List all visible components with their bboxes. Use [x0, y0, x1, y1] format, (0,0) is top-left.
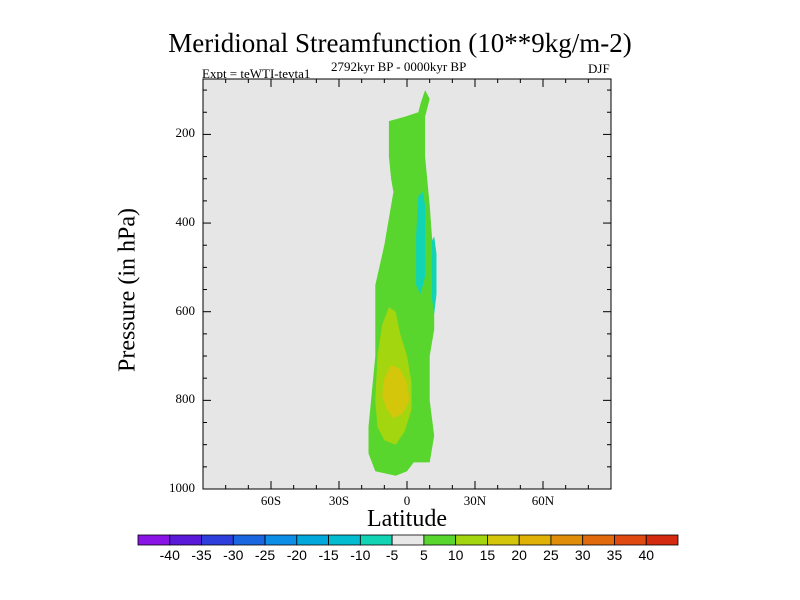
colorbar-label: 20: [511, 547, 527, 563]
colorbar-label: 15: [479, 547, 496, 563]
contour-regions: [368, 90, 437, 489]
colorbar-swatch: [232, 534, 266, 546]
contour-region-5: [431, 236, 437, 314]
colorbar-swatch: [550, 534, 584, 546]
colorbar-swatch: [582, 534, 615, 546]
x-tick-label: 0: [403, 493, 411, 508]
colorbar-label: 40: [638, 547, 655, 563]
colorbar-label: -5: [385, 547, 399, 563]
colorbar-swatch: [264, 534, 298, 546]
colorbar-label: -30: [223, 547, 244, 563]
y-tick-label: 200: [175, 125, 196, 141]
colorbar-swatch: [328, 534, 361, 546]
period-label: 2792kyr BP - 0000kyr BP: [331, 59, 467, 74]
colorbar-swatch: [518, 534, 552, 546]
colorbar-label: -35: [191, 547, 212, 563]
y-tick-label: 800: [175, 391, 196, 407]
colorbar-label: 10: [447, 547, 464, 563]
contour-region-4: [416, 192, 426, 294]
season-label: DJF: [588, 61, 610, 76]
colorbar-label: 5: [419, 547, 428, 563]
colorbar-label: 30: [574, 547, 591, 563]
colorbar-label: -15: [318, 547, 339, 563]
colorbar-swatch: [423, 534, 457, 546]
colorbar-label: -20: [286, 547, 307, 563]
colorbar-swatch: [487, 534, 520, 546]
colorbar-swatch: [391, 534, 425, 546]
chart-title: Meridional Streamfunction (10**9kg/m-2): [168, 28, 632, 58]
colorbar-label: 35: [606, 547, 623, 563]
colorbar-swatch: [201, 534, 234, 546]
y-tick-label: 400: [175, 214, 196, 230]
x-tick-label: 30S: [328, 493, 350, 508]
colorbar-swatch: [614, 534, 647, 546]
colorbar-swatch: [296, 534, 329, 546]
x-tick-label: 60N: [531, 493, 555, 508]
colorbar-label: -40: [159, 547, 180, 563]
colorbar-swatch: [359, 534, 393, 546]
y-tick-label: 600: [175, 302, 196, 318]
colorbar-swatch: [645, 534, 679, 546]
colorbar-swatch: [169, 534, 202, 546]
colorbar-label: -10: [350, 547, 371, 563]
colorbar-label: 25: [543, 547, 559, 563]
x-axis-label: Latitude: [367, 506, 447, 532]
contour-region-3: [382, 364, 410, 419]
y-axis-label: Pressure (in hPa): [114, 208, 141, 372]
colorbar: [137, 534, 679, 546]
experiment-label: Expt = teWTI-tevta1: [202, 66, 311, 81]
x-tick-label: 60S: [260, 493, 282, 508]
x-tick-label: 30N: [463, 493, 487, 508]
colorbar-label: -25: [254, 547, 276, 563]
y-tick-label: 1000: [169, 480, 195, 495]
colorbar-swatch: [137, 534, 171, 546]
axis-ticks: [202, 79, 612, 490]
colorbar-swatch: [455, 534, 488, 546]
